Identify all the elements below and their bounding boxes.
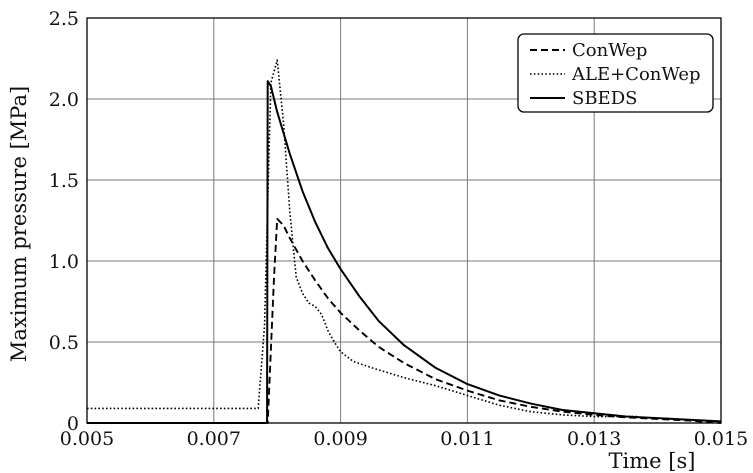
legend-box xyxy=(517,33,714,113)
legend-label: SBEDS xyxy=(572,88,637,109)
x-tick-label: 0.009 xyxy=(313,428,367,450)
series-line-sbeds xyxy=(87,80,722,424)
x-tick-label: 0.011 xyxy=(440,428,494,450)
legend-label: ConWep xyxy=(572,40,647,61)
y-tick-label: 0.5 xyxy=(49,332,79,354)
y-tick-label: 2.0 xyxy=(49,89,79,111)
x-tick-label: 0.005 xyxy=(60,428,114,450)
y-axis-label: Maximum pressure [MPa] xyxy=(7,86,31,362)
x-tick-label: 0.007 xyxy=(187,428,241,450)
x-axis-label: Time [s] xyxy=(609,449,696,473)
x-tick-label: 0.013 xyxy=(567,428,621,450)
series-line-ale-conwep xyxy=(87,59,639,418)
tick-labels: 0.005 0.007 0.009 0.011 0.013 0.015 0 0.5 1.0 1.5… xyxy=(49,8,748,450)
legend: ConWep ALE+ConWep SBEDS xyxy=(517,33,714,113)
y-tick-label: 1.0 xyxy=(49,251,79,273)
y-tick-label: 1.5 xyxy=(49,170,79,192)
series-lines xyxy=(87,59,722,424)
legend-label: ALE+ConWep xyxy=(571,64,701,85)
plot-frame xyxy=(86,17,722,424)
x-tick-label: 0.015 xyxy=(694,428,748,450)
series-line-conwep xyxy=(87,217,722,424)
y-tick-label: 2.5 xyxy=(49,8,79,30)
y-tick-label: 0 xyxy=(67,413,79,435)
